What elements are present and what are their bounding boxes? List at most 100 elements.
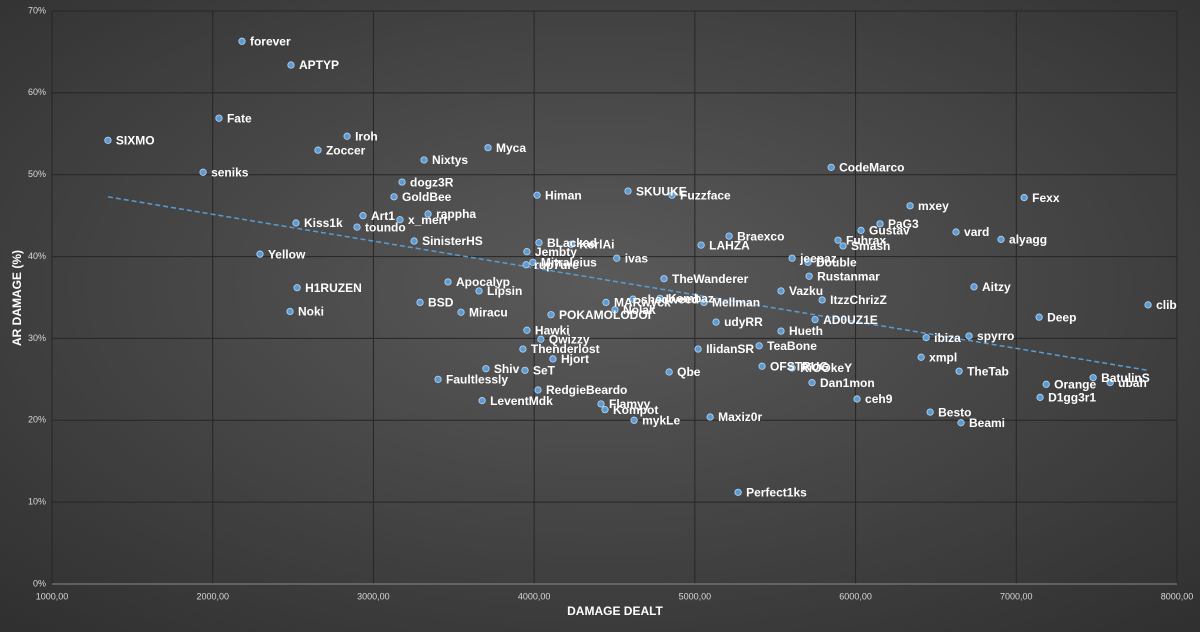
point-label: Smash bbox=[851, 239, 890, 253]
point-label: BatulinS bbox=[1101, 371, 1150, 385]
point-label: Zoccer bbox=[326, 143, 366, 157]
data-point bbox=[808, 379, 816, 387]
point-label: Jembty bbox=[535, 245, 577, 259]
point-label: ceh9 bbox=[865, 392, 893, 406]
data-point bbox=[997, 235, 1005, 243]
data-point bbox=[839, 242, 847, 250]
point-label: jeepaz bbox=[799, 251, 837, 265]
data-point bbox=[1035, 313, 1043, 321]
data-point bbox=[434, 375, 442, 383]
data-point bbox=[777, 287, 785, 295]
data-point bbox=[876, 220, 884, 228]
point-label: Qbe bbox=[677, 365, 701, 379]
data-point bbox=[1089, 374, 1097, 382]
data-point bbox=[660, 275, 668, 283]
point-label: Fate bbox=[227, 111, 252, 125]
y-tick-label: 50% bbox=[28, 169, 46, 179]
data-point bbox=[788, 254, 796, 262]
data-point bbox=[965, 332, 973, 340]
x-tick-label: 8000,00 bbox=[1161, 591, 1194, 601]
point-label: APTYP bbox=[299, 58, 339, 72]
data-point bbox=[519, 345, 527, 353]
data-point bbox=[215, 114, 223, 122]
data-point bbox=[827, 163, 835, 171]
data-point bbox=[522, 261, 530, 269]
point-label: toundo bbox=[365, 220, 406, 234]
data-point bbox=[957, 419, 965, 427]
data-point bbox=[697, 241, 705, 249]
point-label: OFSTRUG bbox=[770, 359, 829, 373]
point-label: MARwyck bbox=[614, 296, 671, 310]
data-point bbox=[292, 219, 300, 227]
y-tick-label: 30% bbox=[28, 333, 46, 343]
point-label: Kembaz bbox=[668, 291, 714, 305]
point-label: ivas bbox=[625, 251, 649, 265]
data-point bbox=[656, 294, 664, 302]
point-label: Nixtys bbox=[432, 153, 468, 167]
x-tick-label: 7000,00 bbox=[1000, 591, 1033, 601]
data-point bbox=[601, 406, 609, 414]
data-point bbox=[712, 318, 720, 326]
data-point bbox=[478, 397, 486, 405]
point-label: IlidanSR bbox=[706, 342, 754, 356]
point-label: Kompot bbox=[613, 403, 658, 417]
point-label: xmpl bbox=[929, 350, 957, 364]
point-label: Fexx bbox=[1032, 191, 1060, 205]
point-label: alyagg bbox=[1009, 233, 1047, 247]
data-point bbox=[1042, 380, 1050, 388]
data-point bbox=[1106, 379, 1114, 387]
data-point bbox=[758, 362, 766, 370]
data-point bbox=[420, 156, 428, 164]
data-point bbox=[611, 306, 619, 314]
point-label: Perfect1ks bbox=[746, 485, 807, 499]
point-label: Faultlessly bbox=[446, 373, 508, 387]
point-label: RedgieBeardo bbox=[546, 383, 627, 397]
point-label: Apocalyp bbox=[456, 275, 510, 289]
data-point bbox=[424, 210, 432, 218]
point-label: vard bbox=[964, 225, 989, 239]
data-point bbox=[777, 327, 785, 335]
data-point bbox=[629, 295, 637, 303]
data-point bbox=[857, 226, 865, 234]
point-label: spyrro bbox=[977, 329, 1014, 343]
data-point bbox=[104, 136, 112, 144]
data-point bbox=[1020, 194, 1028, 202]
point-label: POKAMOLODOI bbox=[559, 308, 651, 322]
data-point bbox=[602, 298, 610, 307]
point-label: Rustanmar bbox=[817, 269, 880, 283]
data-point bbox=[287, 61, 295, 69]
point-label: Dan1mon bbox=[820, 376, 875, 390]
data-point bbox=[286, 307, 294, 316]
point-label: BSD bbox=[428, 296, 454, 310]
point-label: SinisterHS bbox=[422, 234, 483, 248]
data-point bbox=[390, 193, 398, 201]
point-label: AD0UZ1E bbox=[823, 313, 878, 327]
x-tick-label: 4000,00 bbox=[518, 591, 551, 601]
data-point bbox=[444, 278, 452, 286]
y-tick-label: 40% bbox=[28, 251, 46, 261]
point-label: Iroh bbox=[355, 129, 378, 143]
y-tick-label: 70% bbox=[28, 5, 46, 15]
data-point bbox=[475, 287, 483, 295]
point-label: SeT bbox=[533, 364, 556, 378]
data-point bbox=[398, 178, 406, 186]
data-point bbox=[955, 367, 963, 375]
data-point bbox=[396, 216, 404, 224]
point-label: H1RUZEN bbox=[305, 281, 362, 295]
point-label: Art1 bbox=[371, 209, 395, 223]
point-label: Mellman bbox=[712, 296, 760, 310]
data-point bbox=[597, 400, 605, 408]
point-label: Miracu bbox=[469, 305, 508, 319]
data-point bbox=[952, 228, 960, 236]
point-label: Nolak bbox=[623, 303, 656, 317]
point-label: SKUUKE bbox=[636, 184, 687, 198]
point-label: BLackad bbox=[547, 236, 597, 250]
data-point bbox=[811, 316, 819, 324]
point-label: D1gg3r1 bbox=[1048, 391, 1096, 405]
data-point bbox=[906, 202, 914, 210]
y-axis-title: AR DAMAGE (%) bbox=[10, 250, 24, 346]
point-label: TheWanderer bbox=[672, 272, 749, 286]
data-point bbox=[529, 258, 537, 266]
